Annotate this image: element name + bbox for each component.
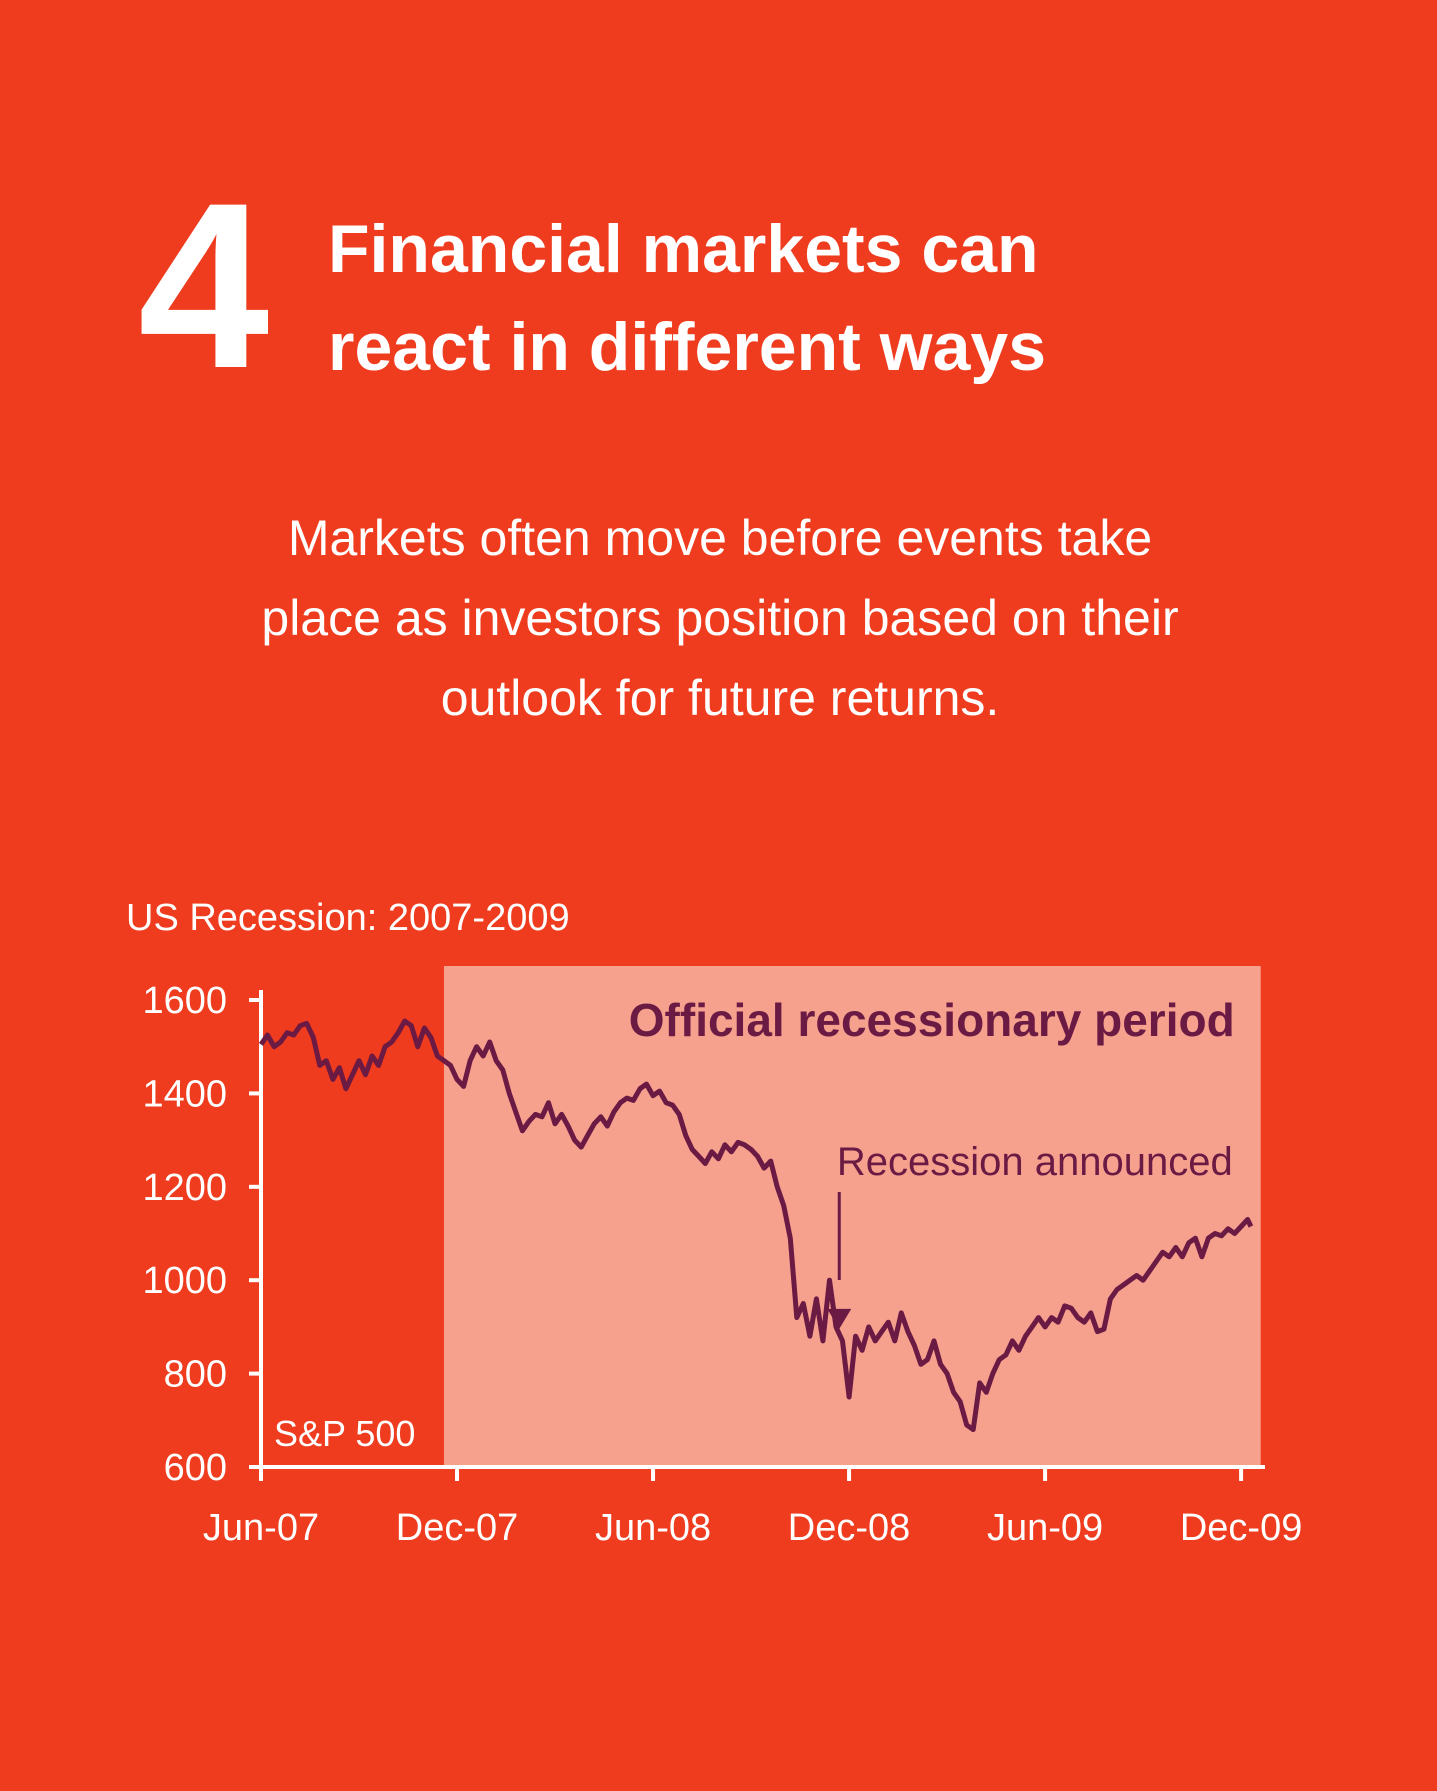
subtitle-line-1: Markets often move before events take	[287, 510, 1153, 566]
annotation-label: Recession announced	[837, 1140, 1233, 1184]
x-tick-label: Dec-08	[788, 1507, 911, 1549]
step-number: 4	[138, 154, 269, 418]
annotation-arrow-head	[827, 1308, 852, 1329]
title-line-1: Financial markets can	[328, 211, 1039, 287]
x-tick-label: Jun-07	[203, 1507, 319, 1549]
x-tick-label: Jun-09	[987, 1507, 1103, 1549]
page-title: Financial markets can react in different…	[328, 200, 1046, 396]
subtitle-line-2: place as investors position based on the…	[261, 590, 1179, 646]
x-axis: Jun-07 Dec-07 Jun-08 Dec-08 Jun-09 Dec-09	[203, 1465, 1303, 1549]
x-tick-label: Dec-09	[1180, 1507, 1303, 1549]
y-tick-label: 1200	[142, 1167, 227, 1209]
subtitle-line-3: outlook for future returns.	[440, 670, 1000, 726]
series-label: S&P 500	[274, 1413, 415, 1454]
x-tick-label: Dec-07	[396, 1507, 519, 1549]
sp500-line	[258, 1018, 1254, 1433]
chart-title: US Recession: 2007-2009	[126, 897, 570, 939]
y-tick-label: 800	[164, 1354, 227, 1396]
y-tick-label: 1600	[142, 980, 227, 1022]
subtitle: Markets often move before events take pl…	[120, 498, 1320, 738]
y-tick-label: 600	[164, 1447, 227, 1489]
title-line-2: react in different ways	[328, 309, 1047, 385]
x-tick-label: Jun-08	[595, 1507, 711, 1549]
y-tick-label: 1000	[142, 1260, 227, 1302]
recession-announced-annotation: Recession announced	[827, 1140, 1233, 1329]
y-axis: 600 800 1000 1200 1400 1600	[142, 980, 263, 1489]
y-tick-label: 1400	[142, 1073, 227, 1115]
recessionary-period-label: Official recessionary period	[629, 994, 1235, 1046]
